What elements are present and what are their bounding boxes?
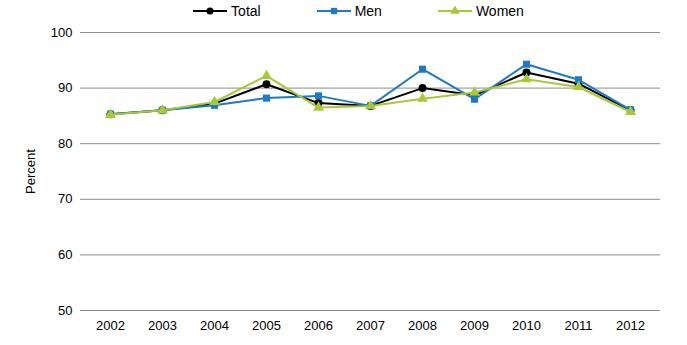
svg-text:2011: 2011 — [565, 318, 593, 333]
svg-text:Percent: Percent — [23, 149, 38, 194]
svg-text:60: 60 — [58, 247, 72, 262]
svg-text:2007: 2007 — [356, 318, 385, 333]
svg-text:2008: 2008 — [408, 318, 437, 333]
html-text:Women: Women — [475, 3, 524, 19]
svg-text:2006: 2006 — [304, 318, 333, 333]
svg-text:2010: 2010 — [512, 318, 541, 333]
svg-text:70: 70 — [58, 191, 72, 206]
svg-text:2003: 2003 — [148, 318, 177, 333]
html-text:Men: Men — [354, 3, 382, 19]
svg-text:2004: 2004 — [200, 318, 229, 333]
svg-text:2009: 2009 — [460, 318, 489, 333]
svg-text:50: 50 — [58, 303, 72, 318]
html-text:Total: Total — [231, 3, 261, 19]
svg-text:2002: 2002 — [96, 318, 125, 333]
svg-text:2005: 2005 — [252, 318, 281, 333]
svg-text:90: 90 — [58, 80, 72, 95]
svg-text:80: 80 — [58, 136, 72, 151]
svg-text:2012: 2012 — [616, 318, 645, 333]
svg-text:100: 100 — [51, 25, 73, 40]
